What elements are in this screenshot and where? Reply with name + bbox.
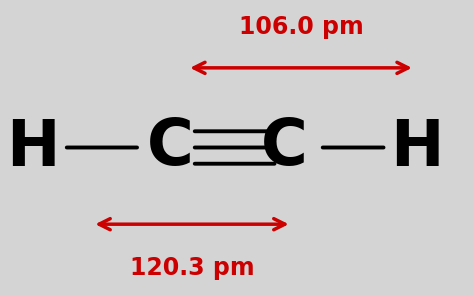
Text: H: H bbox=[391, 117, 444, 178]
Text: 120.3 pm: 120.3 pm bbox=[130, 256, 254, 281]
Text: 106.0 pm: 106.0 pm bbox=[238, 14, 364, 39]
Text: C: C bbox=[147, 117, 194, 178]
Text: H: H bbox=[7, 117, 60, 178]
Text: C: C bbox=[261, 117, 308, 178]
